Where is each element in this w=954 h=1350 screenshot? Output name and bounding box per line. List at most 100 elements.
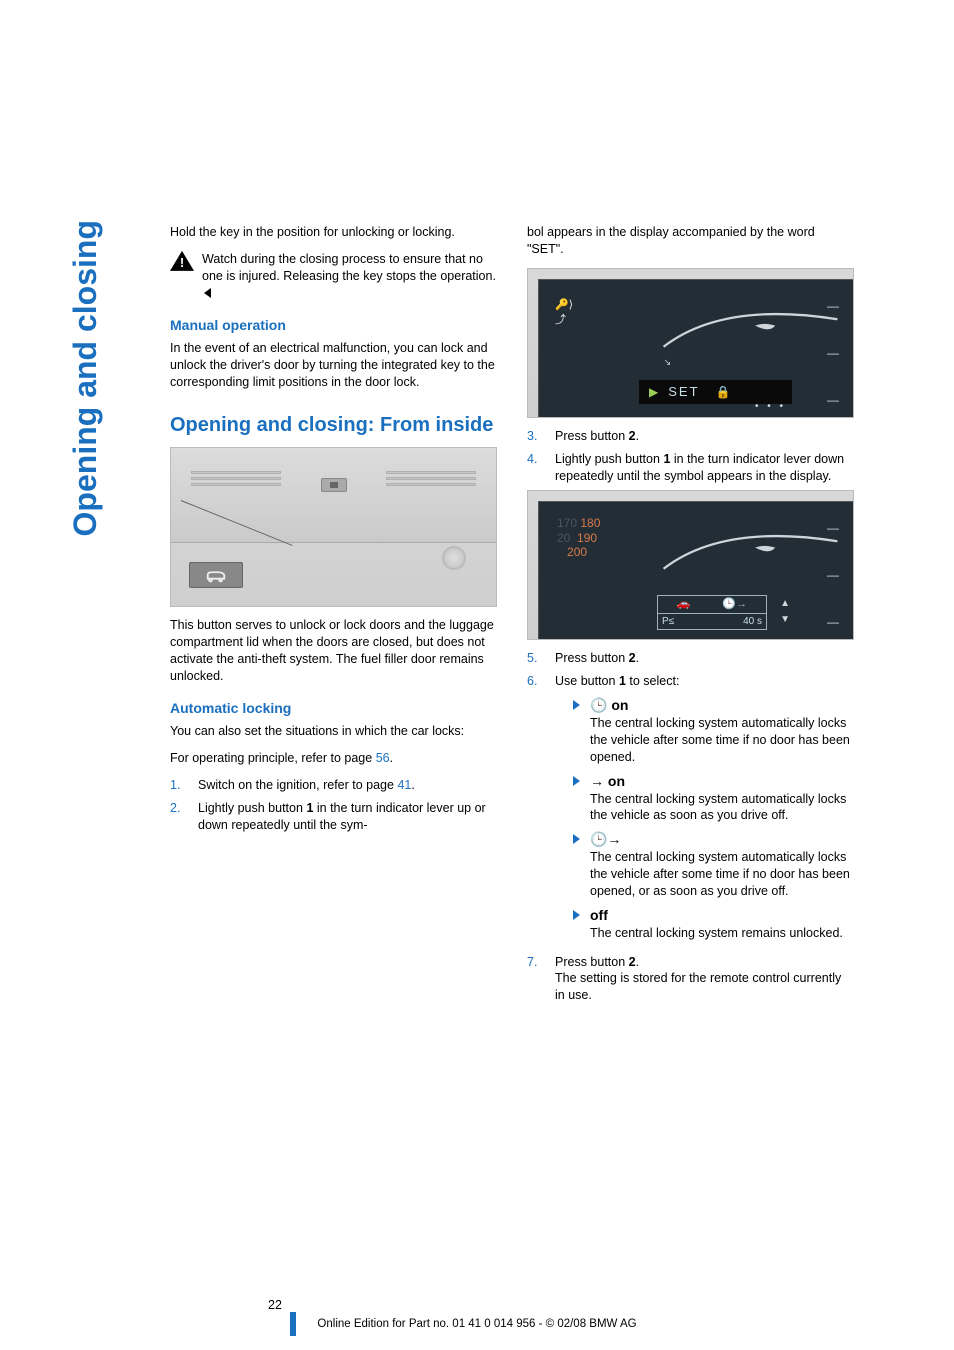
option-icon-label: off xyxy=(590,907,608,923)
s5b: . xyxy=(636,651,639,665)
step-num: 5. xyxy=(527,650,545,667)
s4a: Lightly push button xyxy=(555,452,660,466)
option-icon-label: 🕒→ xyxy=(590,831,621,847)
steps-right-b: 5. Press button 2. 6. Use button 1 to se… xyxy=(527,650,854,1004)
s7tail: The setting is stored for the remote con… xyxy=(555,971,841,1002)
info-box: 🚗 🕒→ P≤ 40 s xyxy=(657,595,767,630)
clock-arrow-icon: 🕒→ xyxy=(722,597,747,612)
curve-icon: ↘ xyxy=(659,290,842,376)
figure-display-timer: 170 180 20 190 200 🚗 🕒→ P≤ 40 s ▲▼ ——— xyxy=(527,490,854,640)
spd2: 200 xyxy=(567,545,587,559)
step-4: 4. Lightly push button 1 in the turn ind… xyxy=(527,451,854,485)
s4bold: 1 xyxy=(663,452,670,466)
s7b: . xyxy=(636,955,639,969)
speed-scale: 170 180 20 190 200 xyxy=(557,516,600,559)
warning-block: ! Watch during the closing process to en… xyxy=(170,251,497,302)
curve-icon xyxy=(659,512,842,598)
car-small-icon: 🚗 xyxy=(677,597,691,612)
after-figure-text: This button serves to unlock or lock doo… xyxy=(170,617,497,685)
intro-text: Hold the key in the position for unlocki… xyxy=(170,224,497,241)
auto-intro: You can also set the situations in which… xyxy=(170,723,497,740)
pe-label: P≤ xyxy=(662,615,674,629)
step-7: 7. Press button 2. The setting is stored… xyxy=(527,954,854,1005)
s2bold: 1 xyxy=(306,801,313,815)
steps-right-a: 3. Press button 2. 4. Lightly push butto… xyxy=(527,428,854,485)
step-num: 3. xyxy=(527,428,545,445)
triangle-bullet-icon xyxy=(573,700,580,710)
s6a: Use button xyxy=(555,674,615,688)
auto-ref-b: . xyxy=(390,751,393,765)
triangle-bullet-icon xyxy=(573,910,580,920)
heading-manual-operation: Manual operation xyxy=(170,316,497,335)
step-3: 3. Press button 2. xyxy=(527,428,854,445)
play-icon: ▶ xyxy=(649,384,658,400)
left-column: Hold the key in the position for unlocki… xyxy=(170,220,497,1250)
triangle-bullet-icon xyxy=(573,776,580,786)
s1a: Switch on the ignition, refer to page xyxy=(198,778,394,792)
step-body: Lightly push button 1 in the turn indica… xyxy=(555,451,854,485)
side-marks: ——— xyxy=(822,520,844,630)
step-body: Press button 2. xyxy=(555,428,854,445)
warning-icon: ! xyxy=(170,251,194,271)
footer-text: Online Edition for Part no. 01 41 0 014 … xyxy=(0,1318,954,1330)
option-body: The central locking system remains unloc… xyxy=(590,926,843,940)
triangle-bullet-icon xyxy=(573,834,580,844)
option-arrow-on: → on The central locking system automati… xyxy=(573,772,854,825)
s2a: Lightly push button xyxy=(198,801,303,815)
s5bold: 2 xyxy=(629,651,636,665)
step-body: Switch on the ignition, refer to page 41… xyxy=(198,777,497,794)
warning-text: Watch during the closing process to ensu… xyxy=(202,251,497,302)
key-icon: 🔑⟩⤴ xyxy=(555,298,573,328)
option-list: 🕒 on The central locking system automati… xyxy=(573,696,854,941)
step-2: 2. Lightly push button 1 in the turn ind… xyxy=(170,800,497,834)
svg-text:↘: ↘ xyxy=(664,357,672,367)
step-num: 1. xyxy=(170,777,188,794)
option-off: off The central locking system remains u… xyxy=(573,906,854,942)
spd0: 180 xyxy=(580,516,600,530)
option-clock-arrow: 🕒→ The central locking system automatica… xyxy=(573,830,854,900)
option-icon-label: 🕒 on xyxy=(590,697,628,713)
step-num: 7. xyxy=(527,954,545,1005)
s6b: to select: xyxy=(629,674,679,688)
car-lock-icon xyxy=(205,567,227,583)
page-link-56[interactable]: 56 xyxy=(376,751,390,765)
figure-lock-button xyxy=(170,447,497,607)
section-side-title: Opening and closing xyxy=(67,220,104,536)
step-1: 1. Switch on the ignition, refer to page… xyxy=(170,777,497,794)
option-clock-on: 🕒 on The central locking system automati… xyxy=(573,696,854,766)
step-num: 4. xyxy=(527,451,545,485)
figure-display-set: 🔑⟩⤴ ↘ ▶ SET 🔒 • • • ——— xyxy=(527,268,854,418)
side-marks: ——— xyxy=(822,298,844,408)
up-down-icon: ▲▼ xyxy=(780,597,790,626)
spd1: 190 xyxy=(577,531,597,545)
steps-left: 1. Switch on the ignition, refer to page… xyxy=(170,777,497,834)
right-intro: bol appears in the display accompanied b… xyxy=(527,224,854,258)
s7a: Press button xyxy=(555,955,625,969)
option-body: The central locking system automatically… xyxy=(590,792,846,823)
warning-body: Watch during the closing process to ensu… xyxy=(202,252,496,283)
step-5: 5. Press button 2. xyxy=(527,650,854,667)
auto-ref-a: For operating principle, refer to page xyxy=(170,751,372,765)
option-icon-label: → on xyxy=(590,773,625,789)
page-number: 22 xyxy=(268,1298,282,1312)
step-6: 6. Use button 1 to select: 🕒 on The cent… xyxy=(527,673,854,947)
auto-ref: For operating principle, refer to page 5… xyxy=(170,750,497,767)
s1b: . xyxy=(411,778,414,792)
page-content: Hold the key in the position for unlocki… xyxy=(100,220,854,1250)
step-body: Press button 2. The setting is stored fo… xyxy=(555,954,854,1005)
step-body: Lightly push button 1 in the turn indica… xyxy=(198,800,497,834)
right-column: bol appears in the display accompanied b… xyxy=(527,220,854,1250)
dots-icon: • • • xyxy=(755,400,786,414)
page-link-41[interactable]: 41 xyxy=(397,778,411,792)
s5a: Press button xyxy=(555,651,625,665)
lock-icon: 🔒 xyxy=(716,384,731,400)
s6bold: 1 xyxy=(619,674,626,688)
s7bold: 2 xyxy=(629,955,636,969)
heading-automatic-locking: Automatic locking xyxy=(170,699,497,718)
option-body: The central locking system automatically… xyxy=(590,850,850,898)
end-marker-icon xyxy=(204,288,211,298)
manual-body: In the event of an electrical malfunctio… xyxy=(170,340,497,391)
s3b: . xyxy=(636,429,639,443)
step-num: 6. xyxy=(527,673,545,947)
timer-value: 40 s xyxy=(743,615,762,629)
